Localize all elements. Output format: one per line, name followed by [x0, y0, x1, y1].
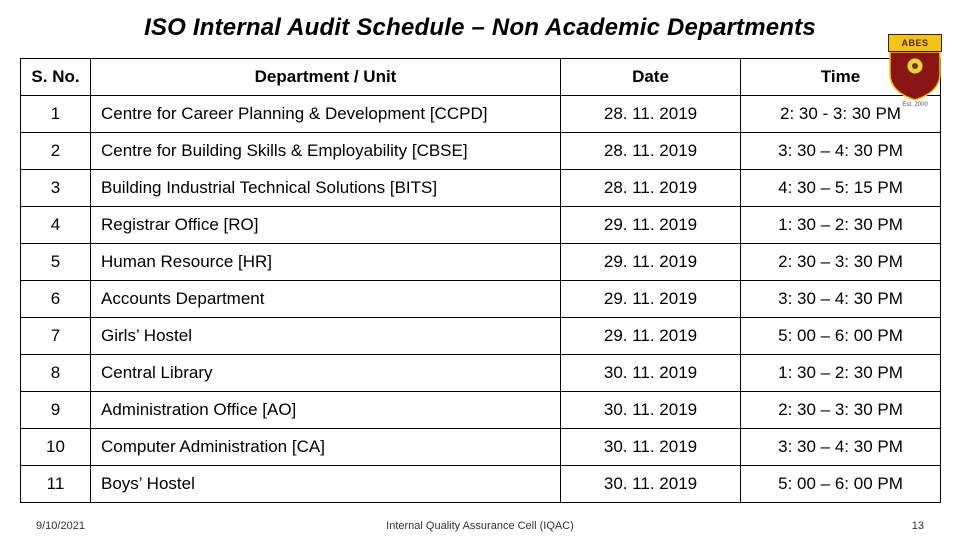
cell-dept: Boys’ Hostel: [91, 466, 561, 503]
cell-sno: 4: [21, 207, 91, 244]
shield-icon: [888, 52, 942, 100]
cell-time: 1: 30 – 2: 30 PM: [741, 355, 941, 392]
schedule-table: S. No. Department / Unit Date Time 1Cent…: [20, 58, 941, 503]
cell-sno: 2: [21, 133, 91, 170]
cell-date: 30. 11. 2019: [561, 355, 741, 392]
cell-sno: 11: [21, 466, 91, 503]
cell-dept: Registrar Office [RO]: [91, 207, 561, 244]
cell-date: 30. 11. 2019: [561, 466, 741, 503]
table-row: 5Human Resource [HR]29. 11. 20192: 30 – …: [21, 244, 941, 281]
cell-sno: 3: [21, 170, 91, 207]
cell-time: 5: 00 – 6: 00 PM: [741, 318, 941, 355]
cell-dept: Accounts Department: [91, 281, 561, 318]
cell-time: 1: 30 – 2: 30 PM: [741, 207, 941, 244]
col-dept: Department / Unit: [91, 59, 561, 96]
table-row: 8Central Library30. 11. 20191: 30 – 2: 3…: [21, 355, 941, 392]
cell-sno: 5: [21, 244, 91, 281]
cell-sno: 6: [21, 281, 91, 318]
cell-dept: Centre for Career Planning & Development…: [91, 96, 561, 133]
footer-center: Internal Quality Assurance Cell (IQAC): [0, 520, 960, 532]
cell-time: 3: 30 – 4: 30 PM: [741, 281, 941, 318]
cell-sno: 1: [21, 96, 91, 133]
cell-dept: Girls’ Hostel: [91, 318, 561, 355]
cell-sno: 8: [21, 355, 91, 392]
table-row: 1Centre for Career Planning & Developmen…: [21, 96, 941, 133]
page-title: ISO Internal Audit Schedule – Non Academ…: [0, 0, 960, 52]
cell-dept: Central Library: [91, 355, 561, 392]
cell-date: 29. 11. 2019: [561, 244, 741, 281]
cell-dept: Building Industrial Technical Solutions …: [91, 170, 561, 207]
cell-dept: Centre for Building Skills & Employabili…: [91, 133, 561, 170]
abes-logo: ABES Est. 2000: [888, 34, 942, 106]
cell-time: 3: 30 – 4: 30 PM: [741, 133, 941, 170]
cell-dept: Human Resource [HR]: [91, 244, 561, 281]
table-row: 4Registrar Office [RO]29. 11. 20191: 30 …: [21, 207, 941, 244]
cell-date: 28. 11. 2019: [561, 170, 741, 207]
cell-date: 30. 11. 2019: [561, 429, 741, 466]
cell-date: 28. 11. 2019: [561, 96, 741, 133]
cell-time: 4: 30 – 5: 15 PM: [741, 170, 941, 207]
table-row: 2Centre for Building Skills & Employabil…: [21, 133, 941, 170]
logo-est: Est. 2000: [888, 102, 942, 108]
footer-date: 9/10/2021: [36, 520, 85, 532]
col-sno: S. No.: [21, 59, 91, 96]
cell-time: 2: 30 – 3: 30 PM: [741, 392, 941, 429]
table-row: 11Boys’ Hostel30. 11. 20195: 00 – 6: 00 …: [21, 466, 941, 503]
cell-date: 29. 11. 2019: [561, 207, 741, 244]
cell-time: 2: 30 – 3: 30 PM: [741, 244, 941, 281]
logo-banner: ABES: [888, 34, 942, 52]
cell-sno: 7: [21, 318, 91, 355]
cell-time: 5: 00 – 6: 00 PM: [741, 466, 941, 503]
cell-date: 28. 11. 2019: [561, 133, 741, 170]
footer-page: 13: [912, 520, 924, 532]
table-row: 6Accounts Department29. 11. 20193: 30 – …: [21, 281, 941, 318]
cell-dept: Computer Administration [CA]: [91, 429, 561, 466]
table-row: 10Computer Administration [CA]30. 11. 20…: [21, 429, 941, 466]
cell-date: 30. 11. 2019: [561, 392, 741, 429]
table-row: 7Girls’ Hostel29. 11. 20195: 00 – 6: 00 …: [21, 318, 941, 355]
cell-date: 29. 11. 2019: [561, 281, 741, 318]
cell-dept: Administration Office [AO]: [91, 392, 561, 429]
table-row: 9Administration Office [AO]30. 11. 20192…: [21, 392, 941, 429]
table-header-row: S. No. Department / Unit Date Time: [21, 59, 941, 96]
cell-sno: 9: [21, 392, 91, 429]
table-row: 3Building Industrial Technical Solutions…: [21, 170, 941, 207]
cell-date: 29. 11. 2019: [561, 318, 741, 355]
col-date: Date: [561, 59, 741, 96]
cell-time: 3: 30 – 4: 30 PM: [741, 429, 941, 466]
slide-footer: 9/10/2021 Internal Quality Assurance Cel…: [0, 520, 960, 532]
cell-sno: 10: [21, 429, 91, 466]
